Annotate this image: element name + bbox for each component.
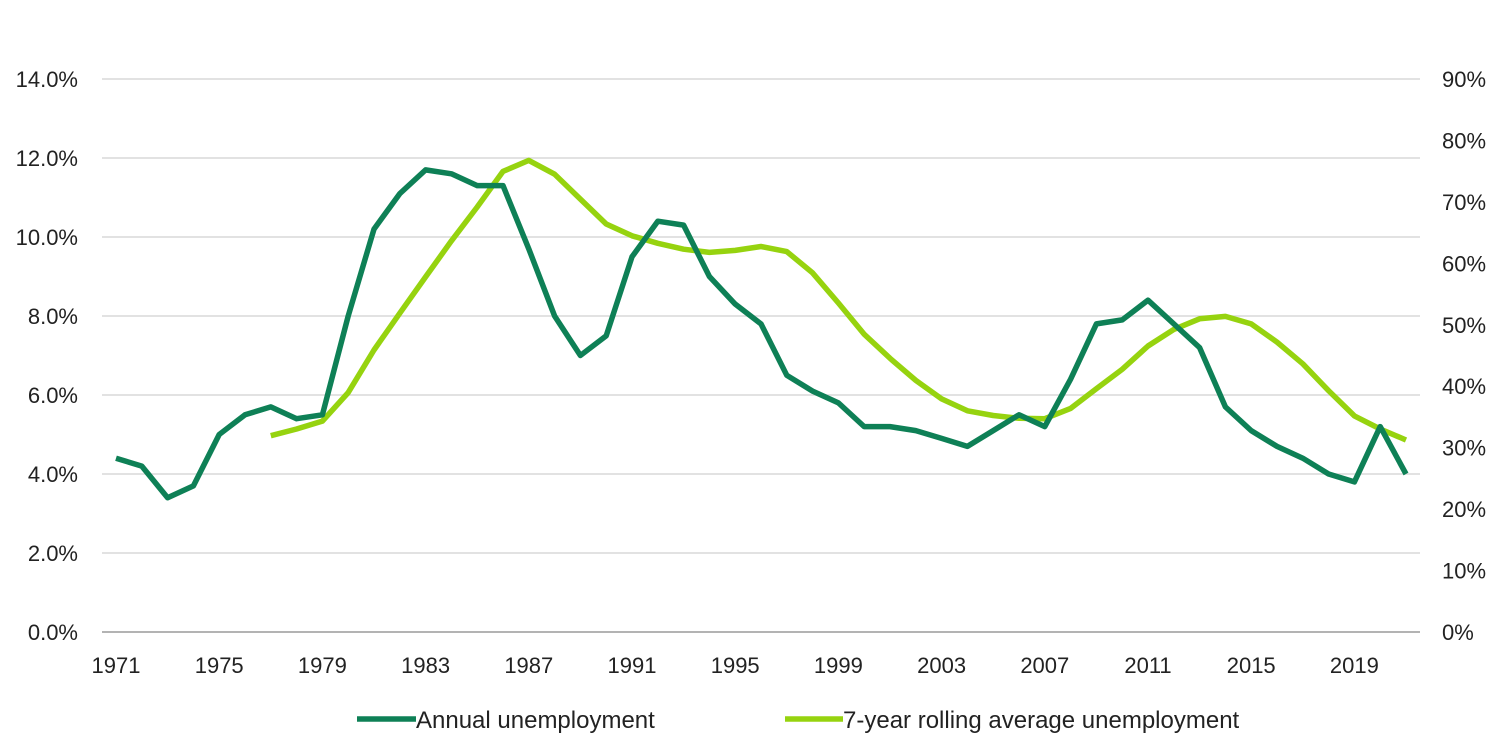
- legend-label: 7-year rolling average unemployment: [843, 707, 1240, 734]
- x-tick-label: 1975: [195, 653, 244, 678]
- right-y-tick-label: 10%: [1442, 559, 1486, 584]
- x-tick-label: 1995: [711, 653, 760, 678]
- right-axis-tick-labels: 0% 10% 20% 30% 40% 50% 60% 70% 80% 90%: [1442, 67, 1486, 645]
- left-axis-tick-labels: 0.0% 2.0% 4.0% 6.0% 8.0% 10.0% 12.0% 14.0%: [16, 67, 78, 645]
- right-y-tick-label: 90%: [1442, 67, 1486, 92]
- series-lines: [115, 157, 1409, 501]
- right-y-tick-label: 50%: [1442, 313, 1486, 338]
- x-tick-label: 2007: [1020, 653, 1069, 678]
- x-tick-label: 1971: [92, 653, 141, 678]
- x-tick-label: 1979: [298, 653, 347, 678]
- left-y-tick-label: 10.0%: [16, 225, 78, 250]
- x-tick-label: 2003: [917, 653, 966, 678]
- right-y-tick-label: 60%: [1442, 251, 1486, 276]
- right-y-tick-label: 0%: [1442, 620, 1474, 645]
- right-y-tick-label: 80%: [1442, 128, 1486, 153]
- x-axis-tick-labels: 1971 1975 1979 1983 1987 1991 1995 1999 2003 2007…: [92, 653, 1379, 678]
- left-y-tick-label: 12.0%: [16, 146, 78, 171]
- right-y-tick-label: 20%: [1442, 497, 1486, 522]
- series-line-annual-unemployment: [115, 167, 1409, 501]
- x-tick-label: 1987: [504, 653, 553, 678]
- legend-item: 7-year rolling average unemployment: [785, 707, 1240, 734]
- right-y-tick-label: 70%: [1442, 190, 1486, 215]
- series-line-7-year-rolling-average-unemployment: [270, 157, 1408, 443]
- left-y-tick-label: 6.0%: [28, 383, 78, 408]
- x-tick-label: 1999: [814, 653, 863, 678]
- left-y-tick-label: 2.0%: [28, 541, 78, 566]
- x-tick-label: 1983: [401, 653, 450, 678]
- legend-label: Annual unemployment: [416, 707, 655, 734]
- right-y-tick-label: 40%: [1442, 374, 1486, 399]
- gridlines: [102, 78, 1420, 633]
- x-tick-label: 2011: [1124, 653, 1171, 678]
- legend-item: Annual unemployment: [357, 707, 655, 734]
- x-tick-label: 1991: [608, 653, 657, 678]
- left-y-tick-label: 14.0%: [16, 67, 78, 92]
- left-y-tick-label: 4.0%: [28, 462, 78, 487]
- left-y-tick-label: 0.0%: [28, 620, 78, 645]
- x-tick-label: 2019: [1330, 653, 1379, 678]
- x-tick-label: 2015: [1227, 653, 1276, 678]
- left-y-tick-label: 8.0%: [28, 304, 78, 329]
- right-y-tick-label: 30%: [1442, 436, 1486, 461]
- legend: Annual unemployment 7-year rolling averag…: [357, 707, 1240, 734]
